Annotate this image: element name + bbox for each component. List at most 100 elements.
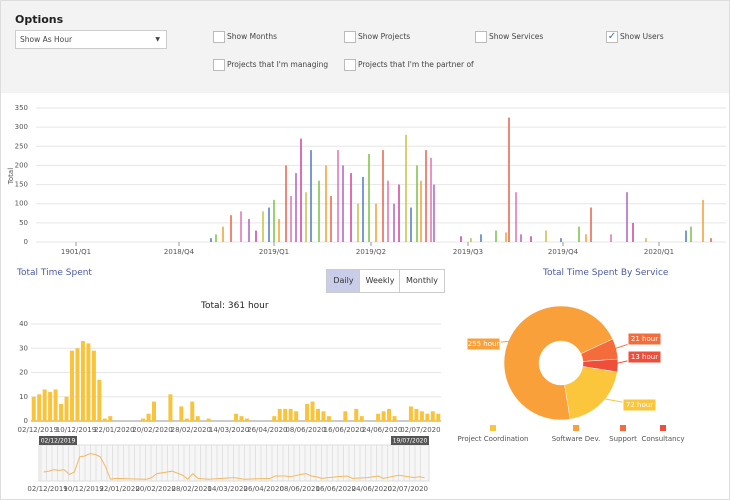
total-label: Total: 361 hour xyxy=(201,301,269,311)
range-handle xyxy=(39,436,77,445)
bar xyxy=(690,226,692,242)
x-tick-label: 28/02/2020 xyxy=(171,426,211,434)
bar xyxy=(272,416,277,421)
x-tick-label: 2019/Q3 xyxy=(453,248,483,256)
x-tick-label: 26/04/2020 xyxy=(247,426,287,434)
legend-label: Software Dev. xyxy=(552,435,601,443)
bar xyxy=(578,226,580,242)
bar xyxy=(80,340,85,421)
bar xyxy=(470,238,472,242)
bar xyxy=(508,117,510,242)
bar xyxy=(387,408,392,421)
checkbox-label: Projects that I'm the partner of xyxy=(358,60,474,69)
bar xyxy=(495,230,497,242)
checkbox-label: Show Months xyxy=(227,32,278,41)
bar xyxy=(326,416,331,421)
bar xyxy=(420,180,422,242)
y-tick-label: 100 xyxy=(15,200,28,208)
bar xyxy=(381,411,386,421)
bar xyxy=(321,411,326,421)
bar xyxy=(368,153,370,242)
bar xyxy=(53,389,58,421)
bar xyxy=(240,211,242,242)
bar xyxy=(244,418,249,421)
bar xyxy=(436,413,441,421)
service-title: Total Time Spent By Service xyxy=(543,268,669,278)
bar xyxy=(405,134,407,242)
range-label: 19/07/2020 xyxy=(393,438,428,445)
bar xyxy=(305,404,310,421)
toggle-button[interactable]: Monthly xyxy=(399,269,445,293)
bar xyxy=(179,406,184,421)
bar xyxy=(239,416,244,421)
bar xyxy=(277,408,282,421)
navigator-area xyxy=(43,453,425,480)
legend-swatch xyxy=(660,425,666,431)
x-tick-label: 2018/Q4 xyxy=(164,248,195,256)
x-tick-label: 2020/Q1 xyxy=(644,248,674,256)
legend-swatch xyxy=(573,425,579,431)
x-tick-label: 2019/Q1 xyxy=(259,248,289,256)
select[interactable]: Show As Hour ▼ xyxy=(15,30,167,49)
checkbox[interactable] xyxy=(344,31,356,43)
x-tick-label: 02/07/2020 xyxy=(400,426,440,434)
options-panel: Options Show As Hour ▼ Show Months Show Pr… xyxy=(1,1,729,93)
bar xyxy=(288,408,293,421)
bar xyxy=(545,230,547,242)
legend-swatch xyxy=(490,425,496,431)
y-tick-label: 0 xyxy=(24,238,28,246)
bar xyxy=(234,413,238,421)
bar xyxy=(268,207,270,242)
bar xyxy=(64,396,69,421)
bar xyxy=(248,219,250,242)
navigator-label: 20/02/2020 xyxy=(135,485,175,493)
bar xyxy=(210,238,212,242)
checkbox[interactable]: ✓ xyxy=(606,31,618,43)
value-label: 21 hour xyxy=(631,335,658,343)
bar xyxy=(425,150,427,242)
checkbox[interactable] xyxy=(213,59,225,71)
toggle-button[interactable]: Weekly xyxy=(359,269,401,293)
bar xyxy=(376,413,381,421)
navigator-label: 08/06/2020 xyxy=(280,485,320,493)
bar xyxy=(255,230,257,242)
bar xyxy=(410,207,412,242)
bar xyxy=(710,238,712,242)
bar xyxy=(520,234,522,242)
x-tick-label: 08/06/2020 xyxy=(285,426,325,434)
bar xyxy=(42,389,47,421)
x-tick-label: 02/12/2019 xyxy=(18,426,58,434)
checkbox[interactable] xyxy=(344,59,356,71)
value-label: 72 hour xyxy=(626,401,653,409)
toggle-button[interactable]: Daily xyxy=(326,269,361,293)
checkbox[interactable] xyxy=(213,31,225,43)
bar xyxy=(300,138,302,242)
bar xyxy=(152,401,156,421)
legend-label: Project Coordination xyxy=(458,435,529,443)
bar xyxy=(290,196,292,242)
navigator-label: 22/01/2020 xyxy=(99,485,139,493)
bar xyxy=(460,236,462,242)
bar xyxy=(585,234,587,242)
select-value: Show As Hour xyxy=(20,35,73,44)
legend-label: Consultancy xyxy=(641,435,684,443)
y-tick-label: 150 xyxy=(15,181,28,189)
y-tick-label: 350 xyxy=(15,104,28,112)
bar xyxy=(337,150,339,242)
navigator-label: 14/03/2020 xyxy=(208,485,248,493)
y-axis-label: Total xyxy=(7,168,15,185)
bar xyxy=(632,222,634,242)
y-tick-label: 250 xyxy=(15,142,28,150)
bar xyxy=(408,406,413,421)
checkbox[interactable] xyxy=(475,31,487,43)
y-tick-label: 50 xyxy=(19,219,28,227)
bar xyxy=(362,176,364,242)
donut-slice xyxy=(503,305,614,421)
bar xyxy=(560,238,562,242)
bar xyxy=(505,232,507,242)
x-tick-label: 14/03/2020 xyxy=(209,426,249,434)
bar xyxy=(685,230,687,242)
value-label-box xyxy=(627,332,662,346)
